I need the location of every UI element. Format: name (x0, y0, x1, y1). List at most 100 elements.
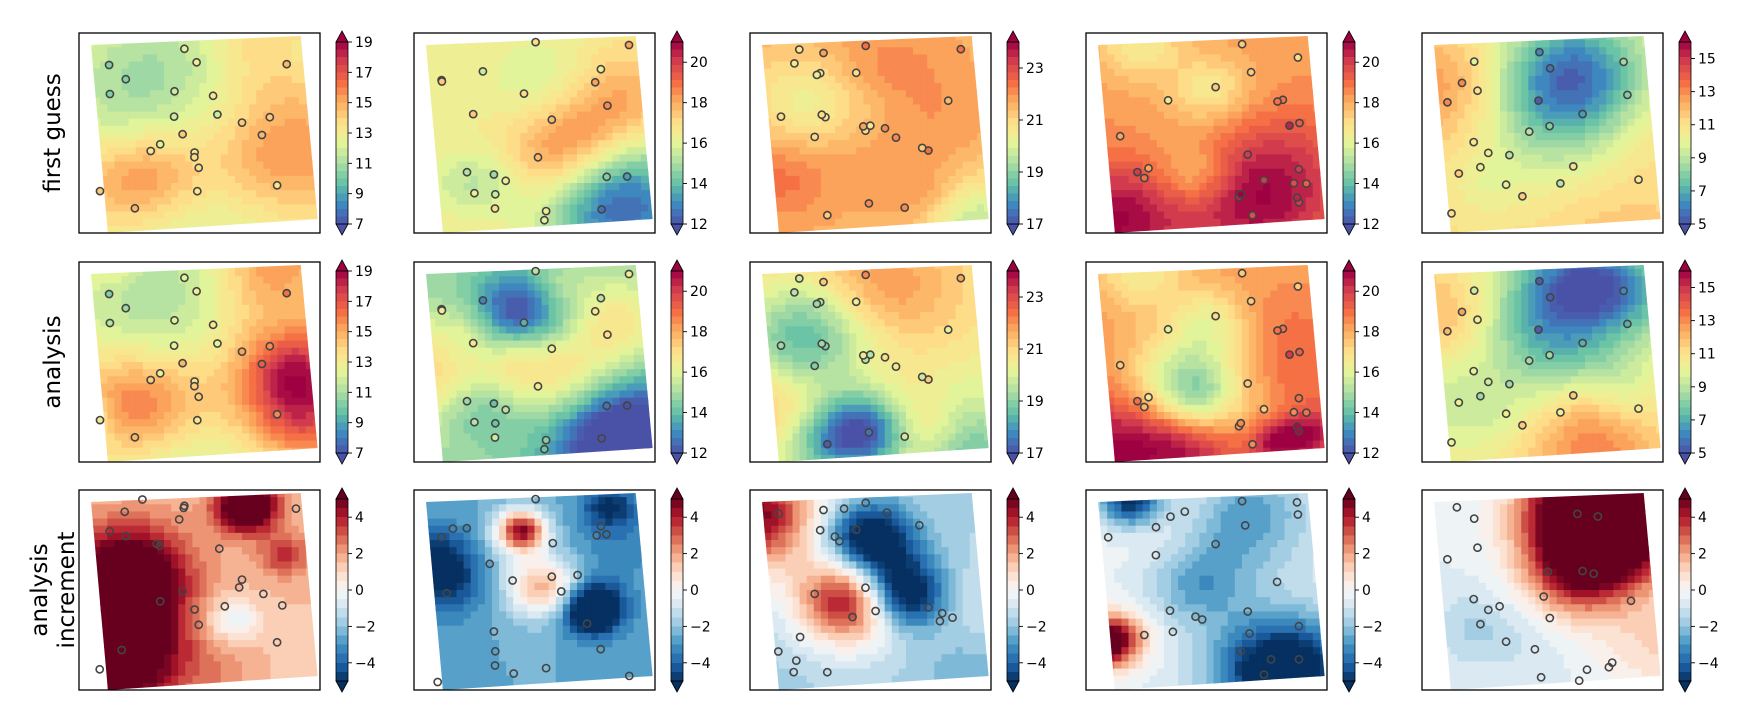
station-marker (1144, 163, 1153, 173)
station-marker (1293, 282, 1303, 291)
station-marker (1443, 554, 1452, 564)
colorbar-tick-label: 18 (1362, 96, 1380, 112)
colorbar-tick-label: 23 (1026, 290, 1044, 306)
colorbar-tick-label: −2 (1362, 619, 1383, 635)
station-marker (1524, 127, 1534, 137)
panel-r3-c3: 4 2 0 −2 −4 (749, 487, 1047, 693)
station-marker (1289, 178, 1299, 188)
station-marker (169, 112, 179, 121)
station-marker (1237, 268, 1247, 278)
colorbar-tick-label: 15 (1698, 52, 1716, 68)
colorbar-tick-label: −4 (1362, 656, 1383, 672)
station-marker (1534, 325, 1543, 334)
station-marker (1443, 97, 1452, 107)
station-marker (490, 433, 500, 442)
colorbar-r1-c3: 17 19 21 23 (1006, 30, 1044, 236)
station-marker (891, 362, 901, 371)
station-marker (541, 435, 551, 445)
station-marker (1501, 180, 1511, 190)
station-marker (170, 315, 179, 325)
panel-frame (413, 489, 656, 691)
station-marker (1535, 276, 1544, 286)
colorbar-tick-label: 18 (1362, 325, 1380, 341)
station-marker (509, 669, 519, 678)
station-marker (1165, 606, 1175, 615)
colorbar-tick-label: 13 (1698, 85, 1716, 101)
colorbar-tick-label: 15 (1698, 281, 1716, 297)
station-marker (1476, 391, 1485, 401)
station-marker (1545, 613, 1555, 623)
station-marker (1454, 398, 1464, 407)
colorbar-r2-c5: 5 7 9 11 13 15 (1678, 259, 1716, 465)
station-marker (490, 646, 500, 656)
station-marker (596, 64, 606, 74)
station-marker (817, 339, 827, 349)
station-marker (1259, 175, 1269, 185)
station-marker (1294, 393, 1304, 403)
colorbar-tick-label: 2 (690, 547, 699, 563)
station-marker (810, 589, 820, 599)
colorbar-tick-label: 2 (355, 547, 364, 563)
station-marker (490, 189, 500, 199)
station-marker (489, 627, 499, 636)
station-marker (105, 318, 115, 328)
station-marker (490, 204, 500, 213)
colorbar-r1-c5: 5 7 9 11 13 15 (1678, 30, 1716, 236)
station-marker (169, 341, 179, 350)
station-marker (1623, 319, 1632, 329)
station-marker (1545, 350, 1554, 360)
station-marker (891, 133, 901, 142)
station-marker (146, 375, 156, 385)
colorbar-tick-label: 9 (355, 187, 364, 203)
station-marker (794, 274, 804, 283)
colorbar-r1-c1: 7 9 11 13 15 17 19 (335, 30, 373, 236)
station-marker (810, 132, 820, 142)
station-marker (582, 619, 592, 629)
station-marker (1294, 654, 1304, 664)
colorbar-tick-label: 17 (355, 294, 373, 310)
station-marker (1578, 109, 1587, 119)
station-marker (1103, 532, 1113, 542)
colorbar-tick-label: 4 (1026, 510, 1035, 526)
station-marker (590, 77, 600, 87)
station-marker (789, 667, 799, 677)
station-marker (540, 215, 549, 225)
station-marker (485, 559, 495, 569)
panel-frame (1421, 489, 1664, 691)
colorbar-tick-label: 0 (1026, 583, 1035, 599)
station-marker (1133, 167, 1142, 177)
station-marker (265, 341, 275, 351)
station-marker (272, 637, 282, 647)
station-marker (1240, 521, 1250, 530)
station-marker (1469, 137, 1479, 147)
station-marker (1634, 404, 1643, 413)
panel-r3-c1: 4 2 0 −2 −4 (78, 487, 376, 693)
station-marker (864, 427, 874, 437)
panel-r1-c5: 5 7 9 11 13 15 (1421, 30, 1716, 236)
station-marker (839, 504, 849, 514)
colorbar-tick-label: 23 (1026, 61, 1044, 77)
station-marker (822, 439, 832, 449)
station-marker (917, 372, 927, 382)
station-marker (1259, 404, 1269, 414)
station-marker (220, 601, 230, 611)
station-marker (508, 576, 517, 585)
station-marker (272, 180, 282, 190)
station-marker (597, 433, 606, 443)
colorbar-tick-label: 7 (355, 446, 364, 462)
panel-frame (1085, 489, 1328, 691)
station-marker (1578, 338, 1587, 348)
panel-frame (1421, 261, 1664, 463)
station-marker (1246, 67, 1256, 77)
station-marker (130, 203, 140, 213)
station-marker (1293, 53, 1303, 62)
station-marker (1469, 366, 1479, 376)
colorbar-tick-label: 9 (1698, 151, 1707, 167)
station-marker (194, 163, 204, 173)
station-marker (858, 122, 868, 131)
station-marker (1243, 379, 1253, 388)
station-marker (773, 647, 783, 656)
colorbar-r3-c1: 4 2 0 −2 −4 (335, 487, 376, 693)
colorbar-tick-label: 14 (1362, 177, 1380, 193)
colorbar-r2-c1: 7 9 11 13 15 17 19 (335, 259, 373, 465)
